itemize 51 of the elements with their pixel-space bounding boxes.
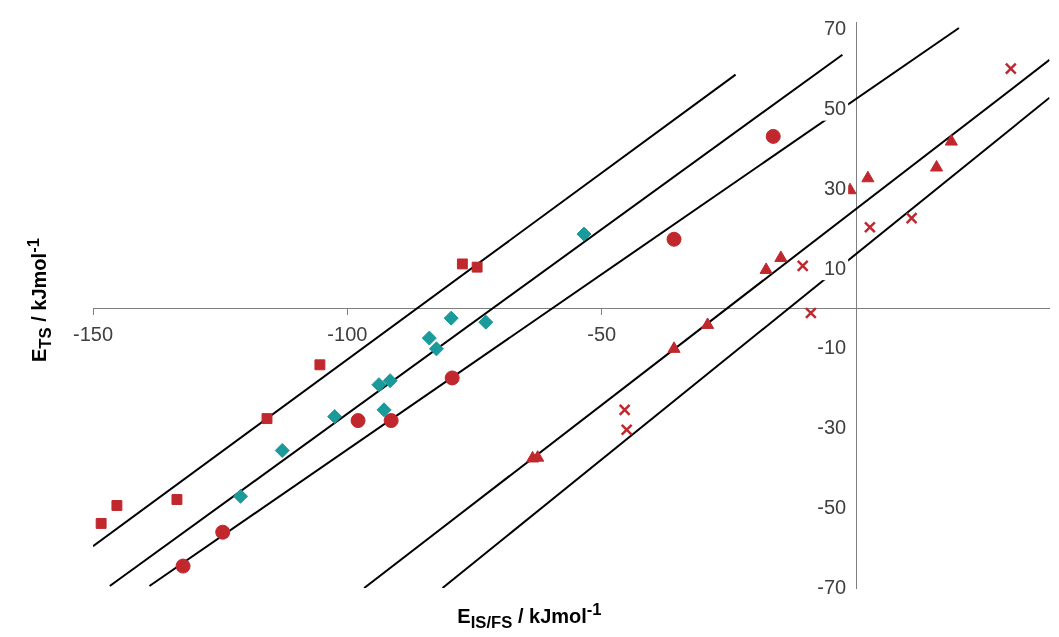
- point: [944, 134, 958, 146]
- point: [576, 226, 592, 242]
- y-tick-label: 70: [823, 17, 847, 40]
- point: [350, 413, 366, 429]
- point: [765, 128, 781, 144]
- point: [175, 558, 191, 574]
- point: [1004, 62, 1018, 75]
- point: [759, 262, 773, 274]
- point: [774, 250, 788, 262]
- point: [905, 211, 918, 225]
- point: [861, 170, 875, 183]
- y-tick-label: -10: [817, 336, 847, 359]
- point: [376, 402, 392, 418]
- y-tick-label: 50: [823, 97, 847, 120]
- point: [111, 500, 123, 511]
- point: [471, 261, 483, 273]
- point: [666, 231, 682, 247]
- point: [667, 341, 681, 353]
- point: [383, 413, 399, 429]
- point: [261, 413, 273, 425]
- point: [863, 221, 877, 234]
- point: [314, 359, 326, 371]
- point: [443, 310, 459, 326]
- point: [382, 373, 398, 389]
- x-tick-label: -50: [587, 322, 617, 345]
- point: [620, 423, 633, 436]
- point: [478, 314, 494, 330]
- point: [274, 442, 290, 458]
- x-tick-label: -150: [72, 322, 114, 345]
- x-axis-title: E$_{IS/FS}$ / kJmol$^{-1}$: [456, 600, 603, 633]
- point: [171, 494, 183, 505]
- y-tick-label: 30: [823, 176, 847, 199]
- point: [929, 159, 944, 172]
- y-tick-label: -50: [817, 495, 847, 518]
- point: [444, 370, 460, 386]
- x-tick-label: -100: [327, 322, 368, 345]
- point: [95, 517, 107, 529]
- point: [796, 259, 809, 273]
- point: [371, 377, 387, 393]
- y-tick-label: 10: [823, 256, 847, 279]
- point: [456, 258, 468, 270]
- point: [804, 306, 818, 320]
- point: [428, 341, 444, 357]
- point: [421, 330, 437, 346]
- point: [618, 403, 631, 417]
- y-tick-label: -70: [817, 575, 847, 598]
- point: [327, 409, 343, 425]
- point: [233, 488, 249, 504]
- point: [215, 524, 231, 540]
- y-tick-label: -30: [817, 416, 847, 439]
- point: [701, 317, 715, 329]
